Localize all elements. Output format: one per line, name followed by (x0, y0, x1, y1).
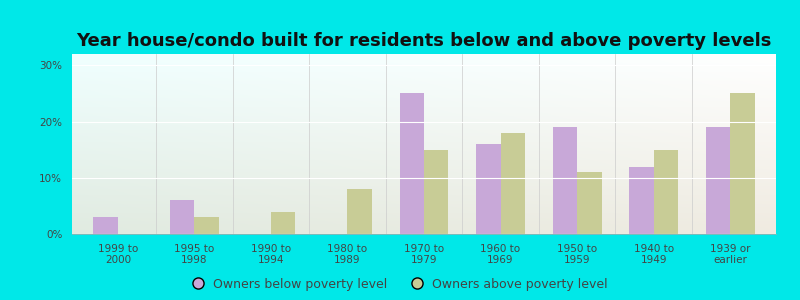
Bar (629, 167, 654, 234)
Bar (577, 172, 602, 234)
Title: Year house/condo built for residents below and above poverty levels: Year house/condo built for residents bel… (76, 32, 772, 50)
Bar (194, 217, 219, 234)
Bar (553, 127, 577, 234)
Bar (501, 133, 525, 234)
Bar (399, 93, 424, 234)
Bar (654, 150, 678, 234)
Bar (347, 189, 372, 234)
Bar (271, 212, 295, 234)
Bar (706, 127, 730, 234)
Bar (424, 150, 449, 234)
Bar (170, 200, 194, 234)
Bar (94, 217, 118, 234)
Bar (730, 93, 754, 234)
Bar (476, 144, 501, 234)
Legend: Owners below poverty level, Owners above poverty level: Owners below poverty level, Owners above… (193, 278, 607, 291)
